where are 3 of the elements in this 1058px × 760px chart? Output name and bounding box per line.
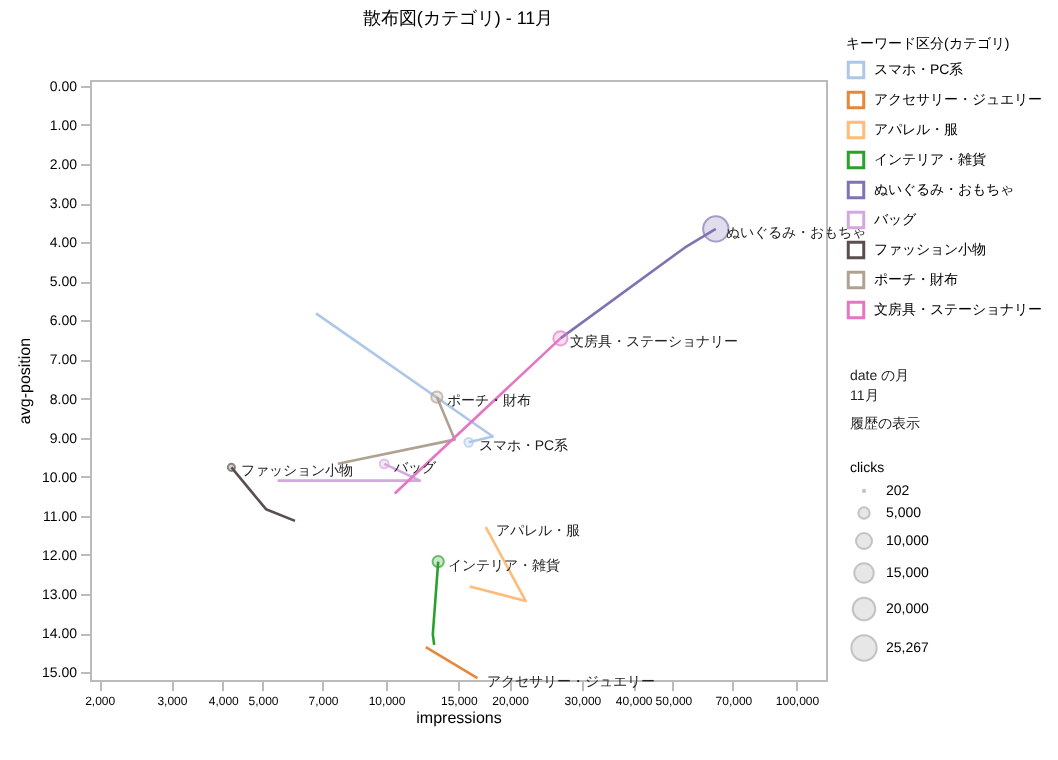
chart-title: 散布図(カテゴリ) - 11月 [362,8,554,28]
x-axis-title: impressions [416,709,502,727]
y-axis-title: avg-position [15,337,34,425]
